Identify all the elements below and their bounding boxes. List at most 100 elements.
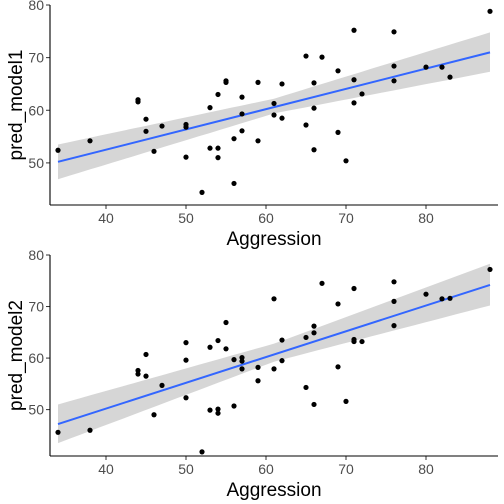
data-point [271,100,277,107]
scatter-panel-2: 40 50 60 70 80 50 60 70 80 Aggression pred_mode… [6,247,498,501]
data-point [271,112,277,118]
data-point [311,105,317,111]
data-point [143,116,149,122]
data-point [239,366,245,372]
x-tick-label: 70 [338,461,354,477]
data-point [215,406,221,412]
data-point [215,337,221,344]
data-point [215,410,221,416]
data-point [311,401,317,408]
data-point [335,301,341,307]
data-point [151,412,157,418]
y-tick-label: 60 [28,350,44,366]
data-point [215,155,221,161]
data-point [303,384,309,391]
data-point [135,367,141,374]
x-axis-title: Aggression [226,480,321,501]
data-point [279,337,285,343]
data-point [183,154,189,160]
data-point [231,357,237,363]
data-point [183,395,189,401]
data-point [335,68,341,74]
y-tick-label: 80 [28,247,44,263]
data-point [279,115,285,121]
data-point [343,158,349,164]
data-point [359,91,365,97]
data-point [183,124,189,130]
data-point [319,54,325,60]
y-tick-label: 70 [28,50,44,66]
x-tick-label: 40 [98,461,114,477]
data-point [271,366,277,372]
y-tick-label: 80 [28,0,44,13]
data-point [311,330,317,336]
data-point [359,338,365,345]
data-point [447,295,453,301]
data-point [311,147,317,153]
data-point [143,128,149,134]
data-point [279,358,285,364]
y-ticks-layer: 50 60 70 80 [28,247,50,418]
data-point [87,138,93,144]
data-point [239,111,245,117]
data-point [271,296,277,302]
y-axis-title: pred_model1 [6,50,27,161]
x-axis-title: Aggression [226,229,321,250]
data-point [335,129,341,135]
x-tick-label: 50 [178,461,194,477]
data-point [223,346,229,352]
data-point [215,145,221,151]
data-point [231,180,237,187]
x-tick-label: 40 [98,210,114,226]
data-point [423,64,429,70]
scatter-panel-1: 40 50 60 70 80 50 60 70 80 Aggression pred_mode… [6,0,498,250]
data-point [351,338,357,345]
data-point [207,407,213,413]
data-point [391,78,397,84]
data-point [319,280,325,286]
data-point [143,373,149,379]
data-point [55,147,61,153]
data-point [135,97,141,103]
data-point [199,189,205,195]
data-point [207,344,213,350]
data-point [255,79,261,85]
data-point [207,105,213,111]
data-point [279,81,285,87]
data-point [351,77,357,83]
points-layer [55,8,493,195]
data-point [207,145,213,151]
x-tick-label: 80 [418,210,434,226]
y-tick-label: 50 [28,155,44,171]
data-point [311,323,317,329]
y-axis-title: pred_model2 [6,300,27,411]
data-point [183,340,189,346]
x-tick-label: 60 [258,210,274,226]
x-tick-label: 70 [338,210,354,226]
data-point [231,403,237,409]
data-point [223,319,229,326]
data-point [143,351,149,358]
y-tick-label: 60 [28,102,44,118]
data-point [215,91,221,98]
data-point [439,296,445,302]
data-point [183,357,189,363]
data-point [159,123,165,129]
data-point [87,427,93,433]
data-point [303,334,309,341]
data-point [223,79,229,85]
data-point [391,323,397,329]
y-tick-label: 50 [28,402,44,418]
data-point [239,94,245,100]
y-tick-label: 70 [28,299,44,315]
data-point [255,364,261,370]
data-point [231,136,237,142]
data-point [391,279,397,285]
regression-line [57,51,491,163]
data-point [303,122,309,128]
data-point [159,382,165,388]
x-ticks-layer: 40 50 60 70 80 [98,456,434,477]
data-point [255,138,261,144]
data-point [199,449,205,455]
